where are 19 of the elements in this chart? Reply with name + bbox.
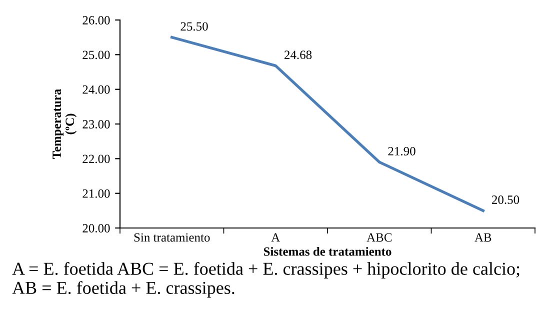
- text: 21.90: [388, 146, 416, 156]
- y-tick-label: 26.00: [82, 16, 110, 25]
- x-tick-label: AB: [474, 233, 492, 242]
- x-tick-label: Sin tratamiento: [134, 233, 210, 242]
- y-axis-title: Temperatura (ºC): [52, 89, 77, 159]
- line-series: [170, 36, 485, 212]
- text: 25.50: [180, 22, 208, 31]
- x-tick-label: A: [271, 233, 280, 242]
- text: A = E. foetida ABC = E. foetida + E. crassipes + hipoclorito de calcio; AB = E. foetida + E. crassipes.: [12, 262, 520, 298]
- y-tick-label: 24.00: [82, 85, 110, 94]
- text: 20.50: [492, 196, 520, 204]
- x-axis-title: Sistemas de tratamiento: [264, 246, 392, 256]
- y-tick-label: 22.00: [82, 154, 110, 164]
- y-tick-label: 21.00: [82, 189, 110, 198]
- text: 24.68: [284, 50, 312, 60]
- y-tick-label: 20.00: [82, 224, 110, 233]
- x-tick-label: ABC: [366, 233, 392, 242]
- y-tick-label: 23.00: [82, 120, 110, 129]
- y-tick-label: 25.00: [82, 50, 110, 60]
